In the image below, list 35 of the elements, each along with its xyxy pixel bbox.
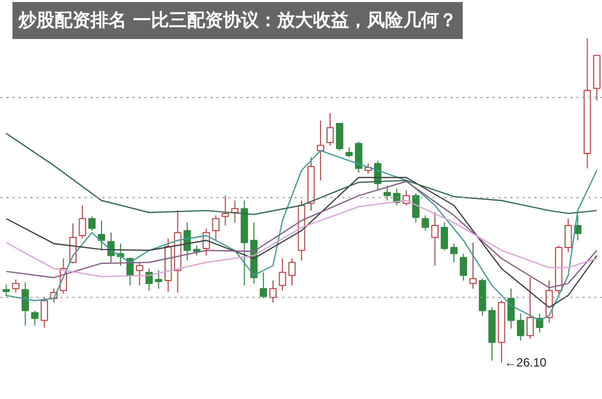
candlestick	[78, 204, 86, 239]
candlestick	[526, 277, 534, 340]
candlestick	[2, 284, 10, 297]
candlestick	[98, 220, 106, 251]
candlestick	[231, 200, 238, 224]
candlestick	[40, 296, 48, 328]
candlestick	[260, 272, 268, 299]
candlestick	[431, 212, 438, 266]
candlestick	[469, 242, 477, 290]
candlestick	[450, 243, 458, 263]
candlestick	[222, 195, 229, 226]
candlestick	[412, 192, 420, 224]
candlestick	[184, 222, 191, 261]
candlestick	[212, 214, 220, 241]
candlestick	[384, 185, 391, 201]
candlestick	[460, 253, 468, 282]
candlestick	[422, 214, 429, 232]
candlestick	[326, 112, 334, 146]
candlestick	[193, 245, 200, 256]
candlestick	[31, 310, 38, 326]
candlestick	[564, 218, 572, 253]
candlestick	[278, 258, 286, 292]
candlestick	[88, 216, 96, 232]
annotation: ←26.10	[504, 356, 547, 370]
candlestick	[516, 313, 524, 341]
candlestick	[440, 222, 448, 251]
candlestick	[12, 279, 20, 294]
candlestick	[269, 280, 277, 304]
candlestick	[345, 146, 353, 158]
candlestick	[288, 258, 296, 286]
candlestick	[316, 120, 324, 181]
candlestick	[136, 262, 144, 286]
chart-title: 炒股配资排名 一比三配资协议：放大收益，风险几何？	[18, 10, 457, 31]
candlestick	[22, 282, 29, 326]
candlestick	[154, 270, 162, 290]
